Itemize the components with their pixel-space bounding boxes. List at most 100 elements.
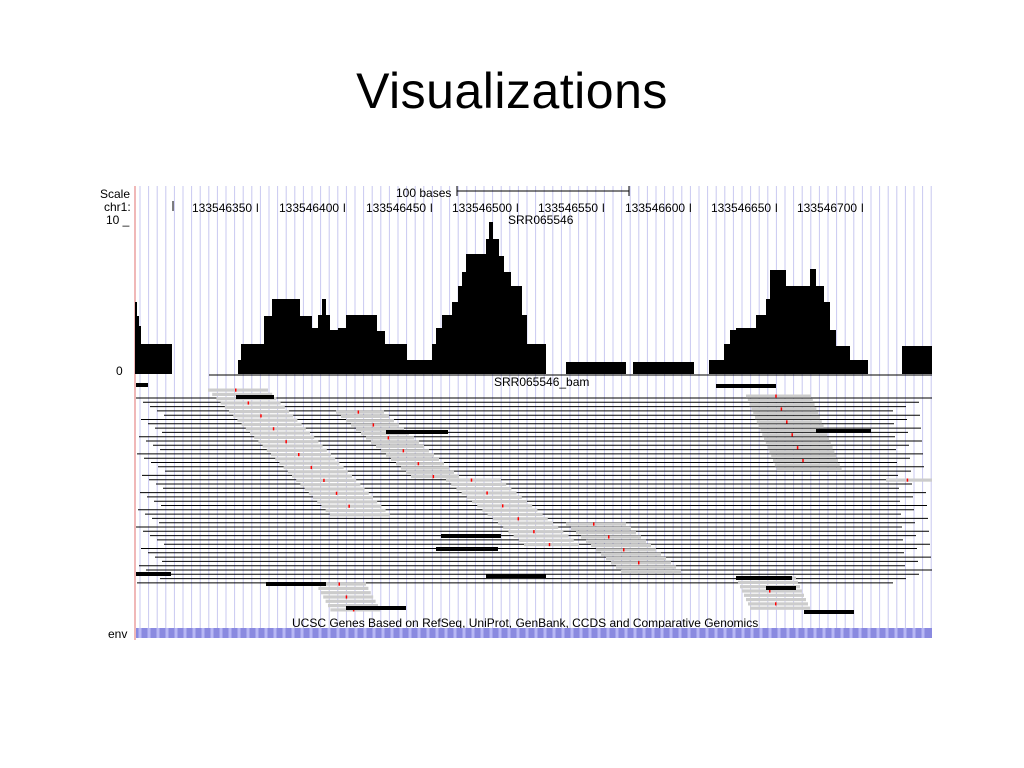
mismatch-mark [638, 561, 640, 565]
read-block [411, 475, 459, 479]
read-block [765, 441, 831, 445]
ruler-position-label: 133546350 [192, 201, 252, 215]
mismatch-mark [348, 504, 350, 508]
read-block [300, 483, 361, 487]
mismatch-mark [387, 436, 390, 440]
coverage-histogram [135, 222, 932, 374]
mismatch-mark [780, 407, 783, 411]
read-block [283, 465, 344, 470]
read-block [742, 589, 802, 593]
mismatch-mark [310, 465, 313, 470]
highlighted-read [766, 586, 796, 590]
mismatch-mark [417, 462, 420, 466]
highlighted-read [136, 383, 148, 387]
gene-bar [136, 628, 932, 638]
read-block [318, 586, 369, 590]
read-block [621, 569, 681, 573]
slide-title: Visualizations [356, 63, 668, 119]
genes-track-title: UCSC Genes Based on RefSeq, UniProt, Gen… [292, 616, 758, 630]
read-block [346, 419, 394, 423]
read-block [229, 410, 289, 414]
read-block [773, 459, 838, 463]
read-block [751, 407, 817, 411]
ruler-tick-mark: l [256, 201, 259, 215]
read-block [351, 423, 399, 427]
read-block [317, 500, 378, 504]
mismatch-mark [608, 535, 610, 539]
read-block [746, 598, 806, 602]
mismatch-mark [593, 522, 595, 526]
read-block [446, 478, 501, 482]
highlighted-read [816, 429, 871, 433]
mismatch-mark [906, 478, 909, 482]
read-block [325, 599, 376, 603]
mismatch-mark [272, 427, 275, 431]
read-block [296, 478, 357, 482]
highlighted-read [136, 572, 171, 576]
read-block [774, 463, 840, 467]
read-block [747, 398, 813, 402]
read-block [513, 534, 569, 538]
read-block [224, 405, 285, 409]
ruler-tick-mark: l [516, 201, 519, 215]
highlighted-read [441, 534, 501, 538]
read-block [466, 495, 522, 499]
read-block [524, 543, 579, 547]
read-block [616, 565, 676, 569]
highlighted-read [804, 610, 854, 614]
read-block [320, 591, 371, 595]
mismatch-mark [775, 602, 777, 606]
mismatch-mark [247, 401, 250, 405]
read-block [371, 440, 419, 444]
read-block [760, 428, 826, 433]
mismatch-mark [769, 589, 771, 593]
read-block [492, 517, 548, 521]
mismatch-mark [285, 440, 287, 444]
read-block [329, 513, 390, 517]
mismatch-mark [791, 433, 793, 437]
read-block [279, 461, 340, 465]
read-block [356, 427, 404, 431]
read-block [748, 602, 808, 606]
read-block [287, 470, 348, 474]
coverage-max-label: 10 _ [106, 213, 130, 227]
read-block [571, 526, 631, 530]
read-block [258, 440, 319, 444]
read-block [321, 504, 382, 508]
read-block [245, 427, 306, 431]
read-block [586, 539, 646, 543]
read-block [361, 432, 409, 436]
read-block [756, 420, 822, 424]
read-block [566, 522, 626, 526]
ruler-tick-mark: l [861, 201, 864, 215]
read-block [325, 508, 386, 513]
ruler-positions: 133546350 133546400 133546450 133546500 … [192, 201, 864, 215]
read-block [386, 453, 434, 457]
read-block [401, 466, 449, 470]
mismatch-mark [501, 504, 504, 508]
read-block [323, 595, 374, 599]
read-block [328, 604, 378, 608]
read-block [391, 457, 439, 461]
ruler-position-label: 133546600 [625, 201, 685, 215]
read-block [220, 401, 281, 405]
read-block [461, 491, 517, 495]
mismatch-mark [796, 446, 799, 450]
read-block [749, 403, 815, 407]
mismatch-mark [623, 548, 625, 552]
mismatch-mark [517, 517, 520, 521]
read-block [376, 444, 424, 449]
read-block [451, 482, 507, 486]
read-block [366, 436, 414, 440]
highlighted-read [346, 606, 406, 610]
gene-bar-hatching [138, 628, 925, 638]
mismatch-mark [486, 491, 488, 495]
mismatch-mark [775, 394, 777, 398]
read-block [762, 433, 828, 437]
read-block [271, 453, 331, 457]
read-block [601, 552, 661, 556]
read-block [262, 444, 323, 448]
read-block [292, 474, 352, 478]
ruler-position-label: 133546550 [538, 201, 598, 215]
highlighted-read [436, 547, 498, 551]
